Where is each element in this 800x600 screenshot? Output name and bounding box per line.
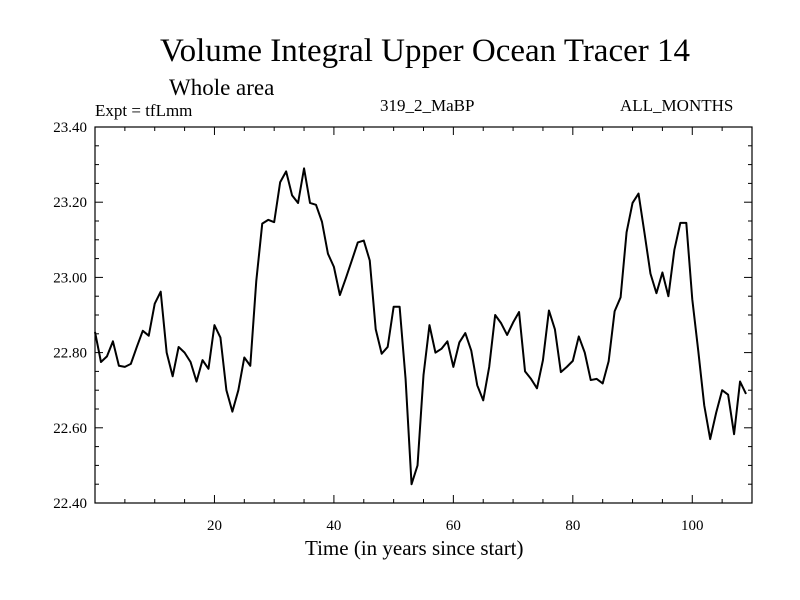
x-tick-label: 80 <box>565 518 580 534</box>
plot-frame <box>94 126 753 504</box>
y-tick-label: 22.60 <box>53 421 87 437</box>
x-tick-label: 20 <box>207 518 222 534</box>
y-tick-label: 22.80 <box>53 346 87 362</box>
period-label: ALL_MONTHS <box>620 96 734 115</box>
chart-subtitle: Whole area <box>169 75 275 100</box>
y-tick-label: 22.40 <box>53 496 87 512</box>
chart-title: Volume Integral Upper Ocean Tracer 14 <box>160 33 690 69</box>
x-axis-label: Time (in years since start) <box>305 536 524 560</box>
experiment-label: Expt = tfLmm <box>95 101 193 120</box>
y-tick-label: 23.40 <box>53 120 87 136</box>
x-tick-label: 40 <box>326 518 341 534</box>
run-label: 319_2_MaBP <box>380 96 475 115</box>
x-tick-label: 60 <box>446 518 461 534</box>
series-line <box>94 167 747 486</box>
x-axis-ticks: 20 40 60 80 100 <box>124 127 723 534</box>
y-axis-ticks: 22.40 22.60 22.80 23.00 23.20 23.40 <box>53 120 752 512</box>
y-tick-label: 23.00 <box>53 270 87 286</box>
y-tick-label: 23.20 <box>53 195 87 211</box>
x-tick-label: 100 <box>681 518 704 534</box>
